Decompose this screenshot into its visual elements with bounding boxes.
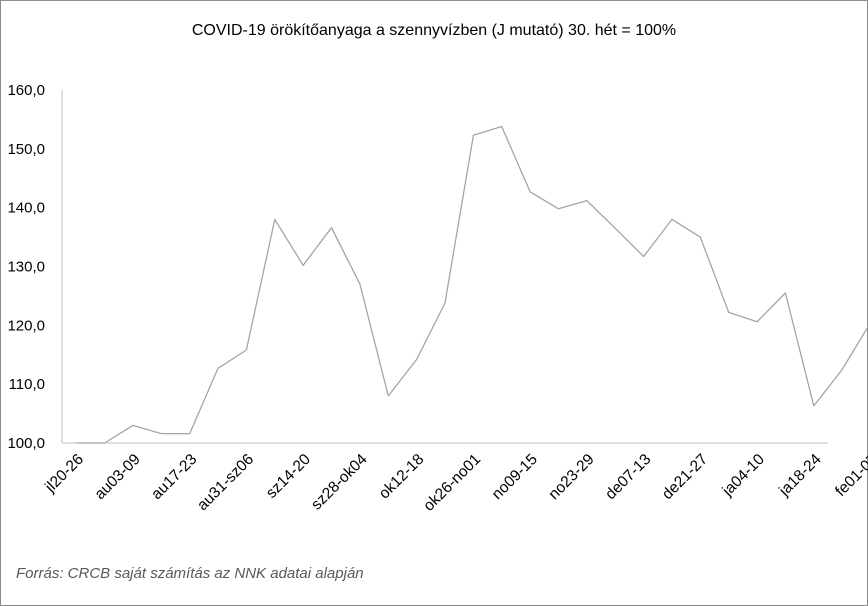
chart-title: COVID-19 örökítőanyaga a szennyvízben (J… [192,22,676,39]
y-tick-label: 160,0 [7,82,45,99]
x-tick-label: sz14-20 [263,451,314,502]
series-line [76,125,868,444]
x-tick-label: au17-23 [148,451,200,503]
x-tick-label: au31-sz06 [194,451,257,514]
series-group [76,125,868,444]
x-tick-label: de07-13 [602,451,654,503]
x-tick-label: ja04-10 [719,451,769,501]
source-note: Forrás: CRCB saját számítás az NNK adata… [16,565,364,582]
x-tick-label: ja18-24 [775,451,825,501]
x-tick-label: fe01-07 [832,451,868,500]
y-tick-label: 130,0 [7,259,45,276]
y-tick-label: 150,0 [7,141,45,158]
x-tick-label: au03-09 [92,451,144,503]
x-tick-label: ok26-no01 [420,451,484,515]
y-axis: 100,0 110,0 120,0 130,0 140,0 150,0 160,0 [7,82,63,452]
x-tick-label: jl20-26 [41,451,87,497]
x-tick-label: no09-15 [489,451,541,503]
x-tick-label: sz28-ok04 [308,451,371,514]
x-tick-label: no23-29 [545,451,597,503]
y-tick-label: 120,0 [7,317,45,334]
x-tick-label: de21-27 [659,451,711,503]
y-tick-label: 140,0 [7,200,45,217]
y-tick-label: 100,0 [7,435,45,452]
y-tick-label: 110,0 [9,376,45,393]
x-tick-label: ok12-18 [376,451,428,503]
